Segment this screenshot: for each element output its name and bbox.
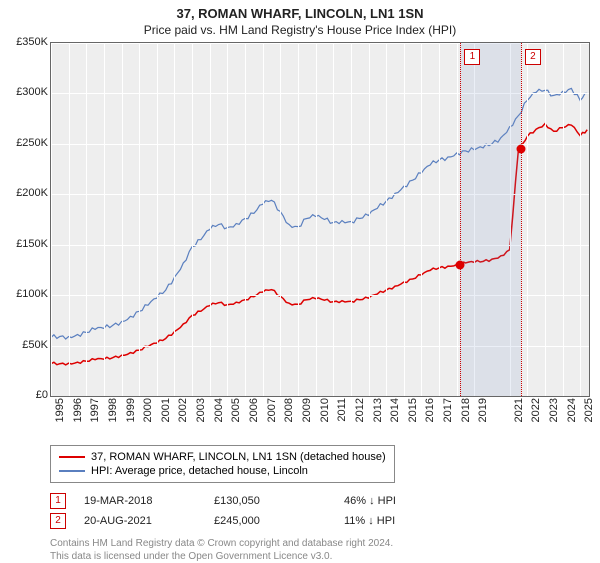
event-row: 1 19-MAR-2018£130,05046% ↓ HPI [50,491,590,511]
legend: 37, ROMAN WHARF, LINCOLN, LN1 1SN (detac… [50,445,395,483]
event-marker-label: 2 [525,49,541,65]
x-axis-label: 1996 [72,398,84,438]
plot-area: 12 [50,42,590,397]
event-vline [521,43,522,396]
x-axis-label: 1998 [107,398,119,438]
x-axis-label: 2008 [283,398,295,438]
x-axis-label: 2018 [460,398,472,438]
x-axis-label: 2004 [213,398,225,438]
x-axis-label: 2001 [160,398,172,438]
legend-swatch [59,470,85,472]
event-index: 1 [50,493,66,509]
legend-swatch [59,456,85,458]
x-axis-label: 1995 [54,398,66,438]
footnote: Contains HM Land Registry data © Crown c… [50,537,590,563]
x-axis-label: 2000 [142,398,154,438]
chart-title: 37, ROMAN WHARF, LINCOLN, LN1 1SN [0,0,600,21]
event-delta: 11% ↓ HPI [344,515,474,527]
x-axis-label: 2012 [354,398,366,438]
event-price: £130,050 [214,495,344,507]
event-table: 1 19-MAR-2018£130,05046% ↓ HPI 2 20-AUG-202… [50,491,590,531]
chart-subtitle: Price paid vs. HM Land Registry's House … [0,21,600,41]
legend-label: HPI: Average price, detached house, Linc… [91,465,308,477]
event-dot [456,260,465,269]
x-axis-label: 1999 [125,398,137,438]
x-axis-label: 2017 [442,398,454,438]
x-axis-label: 2024 [566,398,578,438]
y-axis-label: £250K [3,137,48,149]
x-axis-label: 2006 [248,398,260,438]
y-axis-label: £350K [3,36,48,48]
legend-and-footer: 37, ROMAN WHARF, LINCOLN, LN1 1SN (detac… [50,445,590,563]
event-price: £245,000 [214,515,344,527]
x-axis-label: 2023 [548,398,560,438]
footnote-line1: Contains HM Land Registry data © Crown c… [50,537,590,550]
highlight-band [460,43,521,396]
x-axis-label: 2021 [513,398,525,438]
event-delta: 46% ↓ HPI [344,495,474,507]
event-row: 2 20-AUG-2021£245,00011% ↓ HPI [50,511,590,531]
y-axis-label: £100K [3,288,48,300]
x-axis-label: 2009 [301,398,313,438]
legend-item: 37, ROMAN WHARF, LINCOLN, LN1 1SN (detac… [59,450,386,464]
legend-label: 37, ROMAN WHARF, LINCOLN, LN1 1SN (detac… [91,451,386,463]
x-axis-label: 2010 [319,398,331,438]
event-date: 19-MAR-2018 [84,495,214,507]
y-axis-label: £150K [3,238,48,250]
chart-container: 37, ROMAN WHARF, LINCOLN, LN1 1SN Price … [0,0,600,560]
x-axis-label: 2003 [195,398,207,438]
event-vline [460,43,461,396]
y-axis-label: £50K [3,339,48,351]
x-axis-label: 2002 [177,398,189,438]
x-axis-label: 2019 [477,398,489,438]
event-dot [516,144,525,153]
y-axis-label: £0 [3,389,48,401]
x-axis-label: 2014 [389,398,401,438]
footnote-line2: This data is licensed under the Open Gov… [50,550,590,563]
x-axis-label: 2015 [407,398,419,438]
y-axis-label: £200K [3,187,48,199]
x-axis-label: 2005 [230,398,242,438]
event-date: 20-AUG-2021 [84,515,214,527]
y-axis-label: £300K [3,86,48,98]
x-axis-label: 1997 [89,398,101,438]
x-axis-label: 2022 [530,398,542,438]
event-marker-label: 1 [464,49,480,65]
legend-item: HPI: Average price, detached house, Linc… [59,464,386,478]
x-axis-label: 2011 [336,398,348,438]
x-axis-label: 2007 [266,398,278,438]
x-axis-label: 2016 [424,398,436,438]
event-index: 2 [50,513,66,529]
x-axis-label: 2013 [372,398,384,438]
x-axis-label: 2025 [583,398,595,438]
